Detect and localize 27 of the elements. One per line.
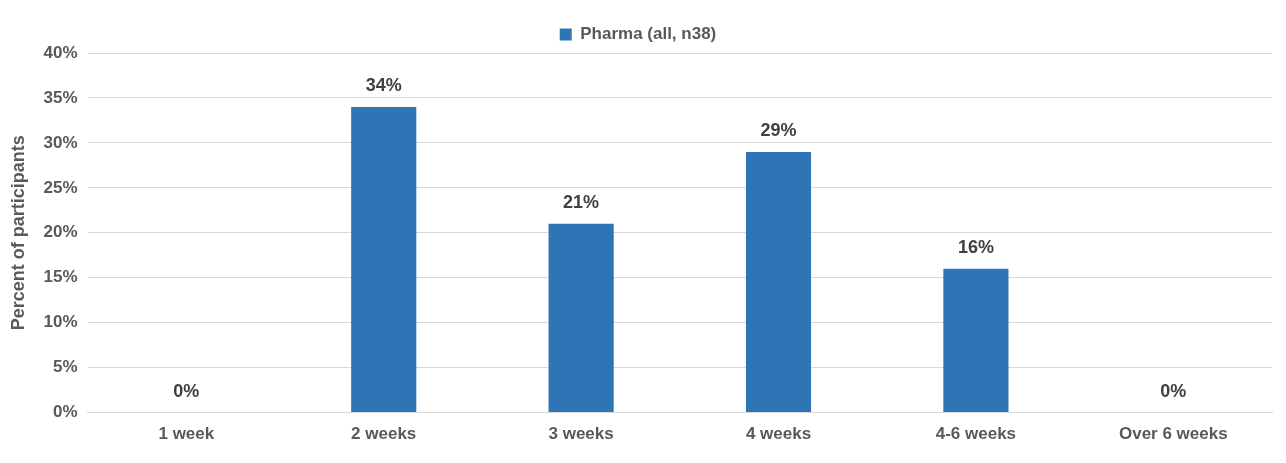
- y-tick-label: 30%: [43, 132, 78, 152]
- data-label: 21%: [563, 191, 600, 212]
- x-tick-label: 1 week: [158, 424, 215, 444]
- data-label: 34%: [365, 74, 402, 95]
- bar: [351, 106, 417, 413]
- data-label: 29%: [760, 119, 797, 140]
- y-tick-label: 20%: [43, 222, 78, 242]
- y-tick-label: 0%: [53, 402, 78, 422]
- x-tick-label: 4-6 weeks: [935, 424, 1017, 444]
- bar: [548, 223, 614, 413]
- bar: [745, 151, 812, 413]
- x-tick-label: 4 weeks: [745, 424, 812, 444]
- data-label: 0%: [173, 380, 200, 401]
- data-label: 16%: [957, 236, 994, 257]
- x-tick-label: 3 weeks: [548, 424, 614, 444]
- y-tick-label: 25%: [43, 177, 78, 197]
- y-tick-label: 10%: [43, 312, 78, 332]
- y-tick-label: 15%: [43, 267, 78, 287]
- y-tick-label: 5%: [53, 357, 78, 377]
- x-tick-label: 2 weeks: [351, 424, 417, 444]
- bar: [943, 268, 1009, 413]
- y-tick-label: 35%: [43, 87, 78, 107]
- data-label: 0%: [1160, 380, 1187, 401]
- y-tick-label: 40%: [43, 42, 78, 62]
- x-tick-label: Over 6 weeks: [1118, 424, 1228, 444]
- y-axis-title: Percent of participants: [7, 135, 28, 331]
- legend-label: Pharma (all, n38): [580, 24, 717, 44]
